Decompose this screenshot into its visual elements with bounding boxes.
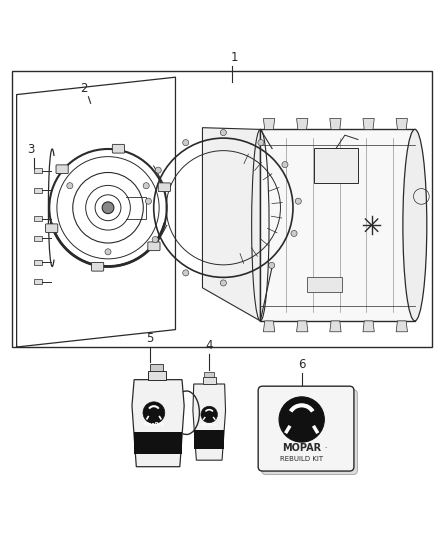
Polygon shape [297, 321, 308, 332]
Circle shape [183, 140, 189, 146]
Circle shape [295, 198, 301, 204]
FancyBboxPatch shape [46, 224, 58, 232]
Bar [34, 260, 42, 265]
Polygon shape [396, 118, 407, 130]
Bar [194, 430, 224, 449]
Text: 6: 6 [298, 358, 305, 371]
Circle shape [155, 167, 161, 173]
Text: REBUILD KIT: REBUILD KIT [280, 456, 323, 462]
Circle shape [143, 402, 165, 424]
Circle shape [183, 270, 189, 276]
FancyBboxPatch shape [112, 144, 124, 153]
Polygon shape [330, 118, 341, 130]
Circle shape [67, 183, 73, 189]
Polygon shape [297, 118, 308, 130]
Text: MOPAR: MOPAR [282, 443, 321, 453]
Circle shape [220, 130, 226, 135]
Polygon shape [363, 321, 374, 332]
Polygon shape [363, 118, 374, 130]
Bar [260, 130, 415, 321]
Circle shape [152, 237, 158, 243]
Circle shape [145, 198, 152, 204]
Bar [34, 279, 42, 284]
FancyBboxPatch shape [261, 390, 357, 474]
Circle shape [102, 202, 114, 214]
Polygon shape [263, 118, 275, 130]
Bar [203, 377, 216, 384]
Polygon shape [330, 321, 341, 332]
Bar [34, 168, 42, 173]
Bar [150, 365, 163, 371]
Polygon shape [396, 321, 407, 332]
Circle shape [282, 161, 288, 168]
Bar [307, 277, 342, 292]
Text: 3: 3 [27, 142, 35, 156]
Circle shape [105, 249, 111, 255]
Bar [34, 188, 42, 193]
Bar [314, 148, 358, 183]
FancyBboxPatch shape [148, 242, 160, 251]
Polygon shape [193, 384, 226, 460]
Text: 2: 2 [80, 82, 88, 94]
Circle shape [268, 262, 275, 269]
Circle shape [291, 230, 297, 237]
FancyBboxPatch shape [158, 183, 170, 191]
Circle shape [258, 140, 264, 146]
Text: 1: 1 [230, 51, 238, 64]
Circle shape [201, 406, 218, 423]
Text: 5: 5 [147, 332, 154, 345]
Circle shape [220, 280, 226, 286]
Bar [134, 432, 182, 454]
Text: 4: 4 [205, 339, 213, 352]
Bar [34, 216, 42, 221]
FancyBboxPatch shape [258, 386, 354, 471]
FancyBboxPatch shape [92, 262, 104, 271]
Bar [148, 371, 166, 379]
Bar [12, 71, 432, 347]
Ellipse shape [403, 130, 427, 321]
Circle shape [143, 183, 149, 189]
Bar [204, 372, 214, 377]
FancyBboxPatch shape [56, 165, 68, 174]
Polygon shape [202, 128, 260, 321]
Text: MooPro: MooPro [143, 423, 164, 427]
Polygon shape [132, 379, 184, 467]
Text: .: . [325, 443, 327, 449]
Circle shape [279, 397, 324, 442]
Polygon shape [263, 321, 275, 332]
Text: MooPro: MooPro [201, 423, 218, 427]
Bar [34, 236, 42, 241]
